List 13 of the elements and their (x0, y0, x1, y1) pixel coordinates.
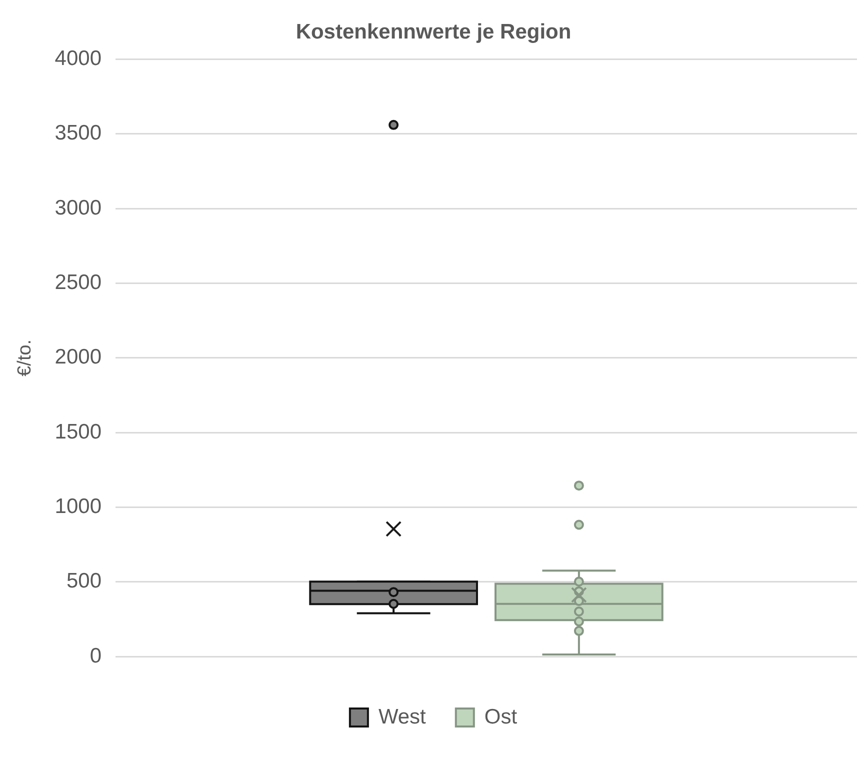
chart-title: Kostenkennwerte je Region (296, 20, 572, 44)
legend-label: Ost (484, 705, 518, 728)
y-tick-label: 500 (66, 570, 102, 593)
legend-label: West (378, 705, 426, 728)
y-tick-label: 1500 (54, 420, 102, 444)
y-tick-label: 3000 (54, 196, 102, 220)
y-tick-label: 2500 (54, 271, 102, 294)
y-tick-label: 2000 (54, 346, 102, 369)
y-tick-label: 1000 (54, 495, 102, 518)
y-axis-title: €/to. (14, 339, 36, 376)
y-tick-label: 3500 (54, 122, 102, 145)
y-tick-label: 0 (90, 644, 102, 668)
y-tick-label: 4000 (54, 46, 102, 70)
